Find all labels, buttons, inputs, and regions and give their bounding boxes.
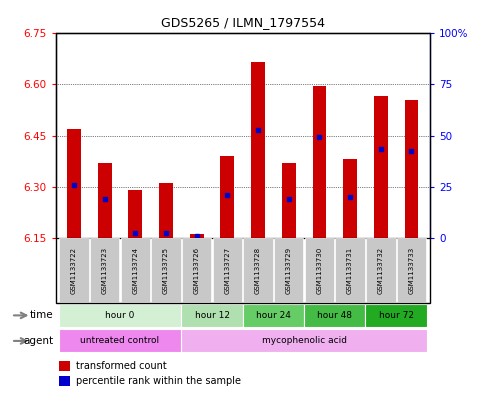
Text: GSM1133731: GSM1133731: [347, 246, 353, 294]
Text: untreated control: untreated control: [80, 336, 159, 345]
Text: hour 12: hour 12: [195, 311, 229, 320]
Bar: [220, 156, 234, 238]
Text: GSM1133725: GSM1133725: [163, 247, 169, 294]
Text: GSM1133724: GSM1133724: [132, 247, 138, 294]
Text: hour 24: hour 24: [256, 311, 291, 320]
Bar: [182, 239, 212, 302]
Text: hour 48: hour 48: [317, 311, 352, 320]
Bar: [335, 239, 365, 302]
Text: hour 72: hour 72: [379, 311, 413, 320]
Bar: [343, 160, 357, 238]
Bar: [58, 304, 181, 327]
Bar: [213, 239, 242, 302]
Bar: [374, 96, 388, 238]
Bar: [405, 100, 418, 238]
Bar: [243, 304, 304, 327]
Bar: [121, 239, 150, 302]
Bar: [181, 329, 427, 353]
Text: transformed count: transformed count: [76, 361, 167, 371]
Text: GSM1133726: GSM1133726: [194, 247, 199, 294]
Text: GSM1133733: GSM1133733: [409, 246, 414, 294]
Bar: [243, 239, 273, 302]
Text: GSM1133732: GSM1133732: [378, 247, 384, 294]
Bar: [190, 234, 204, 238]
Bar: [59, 376, 70, 386]
Bar: [59, 361, 70, 371]
Text: GSM1133730: GSM1133730: [316, 246, 323, 294]
Bar: [251, 62, 265, 238]
Text: GSM1133727: GSM1133727: [225, 247, 230, 294]
Bar: [304, 304, 366, 327]
Bar: [366, 304, 427, 327]
Text: mycophenolic acid: mycophenolic acid: [262, 336, 347, 345]
Bar: [151, 239, 181, 302]
Bar: [397, 239, 426, 302]
Text: hour 0: hour 0: [105, 311, 135, 320]
Bar: [366, 239, 396, 302]
Bar: [181, 304, 243, 327]
Text: GDS5265 / ILMN_1797554: GDS5265 / ILMN_1797554: [161, 17, 325, 29]
Text: time: time: [29, 310, 53, 320]
Bar: [313, 86, 327, 238]
Bar: [59, 239, 89, 302]
Text: percentile rank within the sample: percentile rank within the sample: [76, 376, 241, 386]
Bar: [128, 190, 142, 238]
Bar: [274, 239, 303, 302]
Bar: [159, 183, 173, 238]
Text: GSM1133729: GSM1133729: [286, 247, 292, 294]
Bar: [90, 239, 119, 302]
Text: agent: agent: [23, 336, 53, 346]
Bar: [58, 329, 181, 353]
Bar: [282, 163, 296, 238]
Text: GSM1133722: GSM1133722: [71, 247, 77, 294]
Text: GSM1133728: GSM1133728: [255, 247, 261, 294]
Bar: [305, 239, 334, 302]
Bar: [67, 129, 81, 238]
Bar: [98, 163, 112, 238]
Text: GSM1133723: GSM1133723: [101, 247, 108, 294]
